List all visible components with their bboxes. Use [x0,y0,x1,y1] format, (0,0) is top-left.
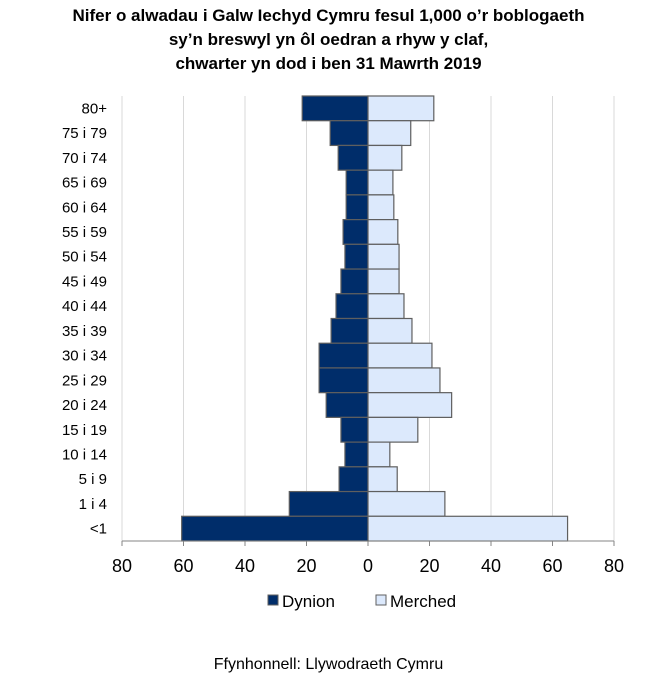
x-tick-label: 20 [296,556,316,576]
y-tick-label: 75 i 79 [62,125,107,142]
chart-title-line-3: chwarter yn dod i ben 31 Mawrth 2019 [175,54,482,73]
y-tick-label: 10 i 14 [62,446,107,463]
y-tick-label: 25 i 29 [62,372,107,389]
bar-merched [367,120,412,147]
y-tick-label: 45 i 49 [62,273,107,290]
legend-label-merched: Merched [390,592,456,611]
legend-label-dynion: Dynion [282,592,335,611]
bar-dynion [340,416,369,443]
y-tick-label: 50 i 54 [62,249,107,266]
y-tick-label: 65 i 69 [62,175,107,192]
bar-merched [367,490,446,517]
y-tick-label: 55 i 59 [62,224,107,241]
bar-dynion [342,219,369,245]
legend-swatch-merched [375,594,387,606]
x-tick-label: 0 [363,556,373,576]
y-tick-label: 30 i 34 [62,348,107,365]
bar-merched [367,293,405,320]
y-tick-label: 5 i 9 [79,471,107,488]
bar-merched [367,441,391,468]
bar-dynion [344,441,369,468]
bar-dynion [335,293,369,320]
x-tick-label: 80 [604,556,624,576]
x-tick-label: 40 [235,556,255,576]
y-tick-label: <1 [90,521,107,538]
bar-merched [367,416,419,443]
y-tick-label: 1 i 4 [79,496,107,513]
chart-title-line-1: Nifer o alwadau i Galw Iechyd Cymru fesu… [72,6,585,25]
y-tick-label: 35 i 39 [62,323,107,340]
x-tick-label: 60 [542,556,562,576]
bar-merched [367,219,399,245]
bar-merched [367,144,403,171]
bar-merched [367,367,441,394]
bar-dynion [329,120,369,147]
bar-merched [367,268,400,295]
y-tick-label: 60 i 64 [62,199,107,216]
bar-merched [367,95,435,122]
y-tick-label: 20 i 24 [62,397,107,414]
bar-dynion [301,95,369,122]
bar-dynion [340,268,369,295]
bar-merched [367,194,395,221]
bar-dynion [181,515,369,542]
bar-dynion [338,466,369,493]
bar-dynion [345,194,369,221]
x-tick-label: 80 [112,556,132,576]
bar-merched [367,342,433,369]
source-note: Ffynhonnell: Llywodraeth Cymru [213,656,444,673]
bar-merched [367,243,400,270]
bar-dynion [325,392,369,418]
bar-merched [367,317,413,344]
chart-title-line-2: sy’n breswyl yn ôl oedran a rhyw y claf, [168,30,489,49]
legend-swatch-dynion [267,594,279,606]
bar-dynion [318,342,369,369]
x-tick-label: 40 [481,556,501,576]
bar-merched [367,392,453,418]
bar-dynion [344,243,369,270]
y-tick-label: 15 i 19 [62,422,107,439]
y-tick-label: 70 i 74 [62,150,107,167]
bar-merched [367,515,569,542]
x-tick-label: 60 [173,556,193,576]
bar-merched [367,169,394,196]
bar-dynion [345,169,369,196]
bar-dynion [318,367,369,394]
y-tick-label: 40 i 44 [62,298,107,315]
y-tick-label: 80+ [82,100,108,117]
bar-dynion [337,144,369,171]
bar-dynion [330,317,369,344]
bar-merched [367,466,398,493]
bar-dynion [288,490,369,517]
x-tick-label: 20 [419,556,439,576]
